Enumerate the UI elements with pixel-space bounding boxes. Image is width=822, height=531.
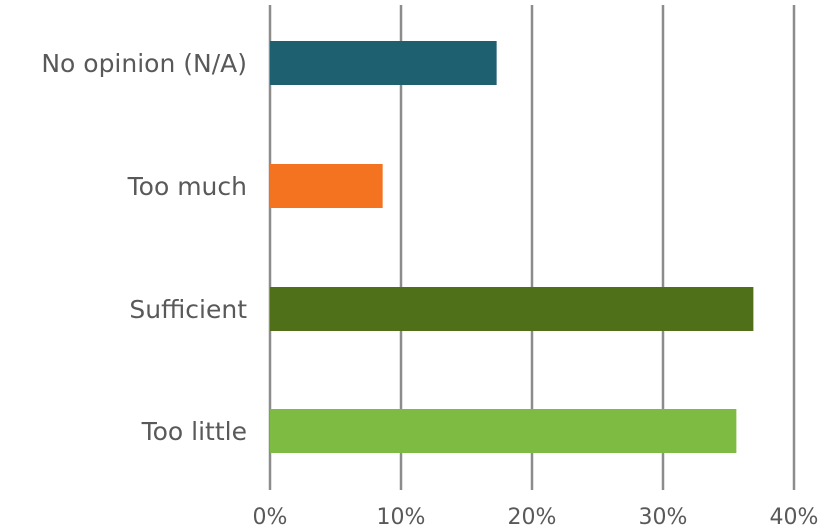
bar-sufficient bbox=[270, 287, 754, 331]
category-label-sufficient: Sufficient bbox=[129, 295, 247, 324]
x-tick-labels: 0% 10% 20% 30% 40% bbox=[253, 505, 819, 530]
bars bbox=[270, 41, 754, 453]
x-tick-label-30: 30% bbox=[639, 505, 688, 530]
category-label-too-little: Too little bbox=[141, 417, 247, 446]
bar-too-much bbox=[270, 164, 383, 208]
x-tick-label-0: 0% bbox=[253, 505, 288, 530]
bar-too-little bbox=[270, 409, 737, 453]
category-label-no-opinion-n-a: No opinion (N/A) bbox=[41, 49, 247, 78]
category-labels: No opinion (N/A) Too much Sufficient Too li… bbox=[41, 49, 247, 446]
x-tick-label-20: 20% bbox=[508, 505, 557, 530]
category-label-too-much: Too much bbox=[127, 172, 247, 201]
bar-no-opinion-n-a bbox=[270, 41, 497, 85]
x-tick-label-40: 40% bbox=[770, 505, 819, 530]
x-tick-label-10: 10% bbox=[377, 505, 426, 530]
